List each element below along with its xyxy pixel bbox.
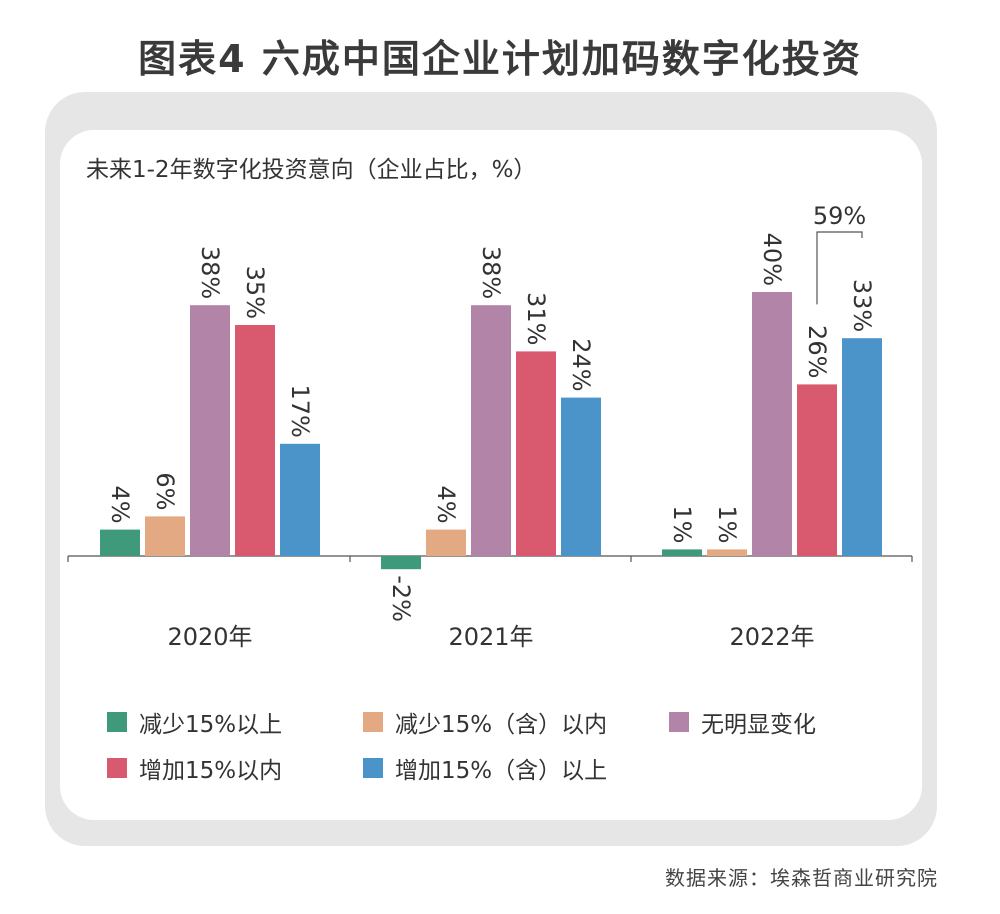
data-label: -2% — [387, 575, 415, 622]
legend-swatch — [363, 758, 383, 778]
data-label: 33% — [848, 279, 876, 332]
bar — [190, 305, 230, 556]
bar — [381, 556, 421, 570]
data-label: 26% — [803, 325, 831, 378]
data-label: 4% — [106, 486, 134, 524]
data-source: 数据来源：埃森哲商业研究院 — [665, 866, 938, 890]
x-tick-label: 2020年 — [167, 623, 252, 651]
data-label: 31% — [522, 292, 550, 345]
legend-label: 减少15%（含）以内 — [395, 712, 608, 738]
legend-item-increase-within15: 增加15%以内 — [107, 751, 282, 785]
bar — [797, 384, 837, 556]
bar — [145, 516, 185, 556]
bar — [752, 292, 792, 556]
bar — [842, 338, 882, 556]
data-label: 38% — [477, 246, 505, 299]
annotation-bracket — [816, 231, 863, 305]
legend-swatch — [363, 712, 383, 732]
legend-label: 无明显变化 — [701, 712, 816, 738]
legend-item-no-change: 无明显变化 — [669, 705, 816, 739]
data-label: 24% — [567, 338, 595, 391]
legend-label: 减少15%以上 — [139, 712, 283, 738]
bar — [100, 529, 140, 556]
bar — [280, 443, 320, 556]
legend-swatch — [669, 712, 689, 732]
bar — [662, 549, 702, 556]
legend-swatch — [107, 712, 127, 732]
legend-label: 增加15%（含）以上 — [395, 758, 608, 784]
legend-swatch — [107, 758, 127, 778]
annotation-label: 59% — [813, 202, 866, 230]
bar — [426, 529, 466, 556]
data-label: 17% — [286, 384, 314, 437]
legend-item-increase-over15: 增加15%（含）以上 — [363, 751, 607, 785]
bar — [561, 397, 601, 556]
data-label: 4% — [432, 486, 460, 524]
x-tick-label: 2022年 — [729, 623, 814, 651]
data-label: 40% — [758, 233, 786, 286]
data-label: 38% — [196, 246, 224, 299]
data-label: 6% — [151, 472, 179, 510]
legend-item-decrease-within15: 减少15%（含）以内 — [363, 705, 607, 739]
bar — [516, 351, 556, 556]
figure-title: 图表4 六成中国企业计划加码数字化投资 — [138, 37, 862, 81]
bar — [707, 549, 747, 556]
chart-subtitle: 未来1-2年数字化投资意向（企业占比，%） — [86, 157, 537, 183]
bar — [471, 305, 511, 556]
legend-label: 增加15%以内 — [139, 758, 283, 784]
data-label: 35% — [241, 266, 269, 319]
data-label: 1% — [668, 505, 696, 543]
x-tick-label: 2021年 — [448, 623, 533, 651]
legend-item-decrease-over15: 减少15%以上 — [107, 705, 282, 739]
data-label: 1% — [713, 505, 741, 543]
bar — [235, 325, 275, 556]
